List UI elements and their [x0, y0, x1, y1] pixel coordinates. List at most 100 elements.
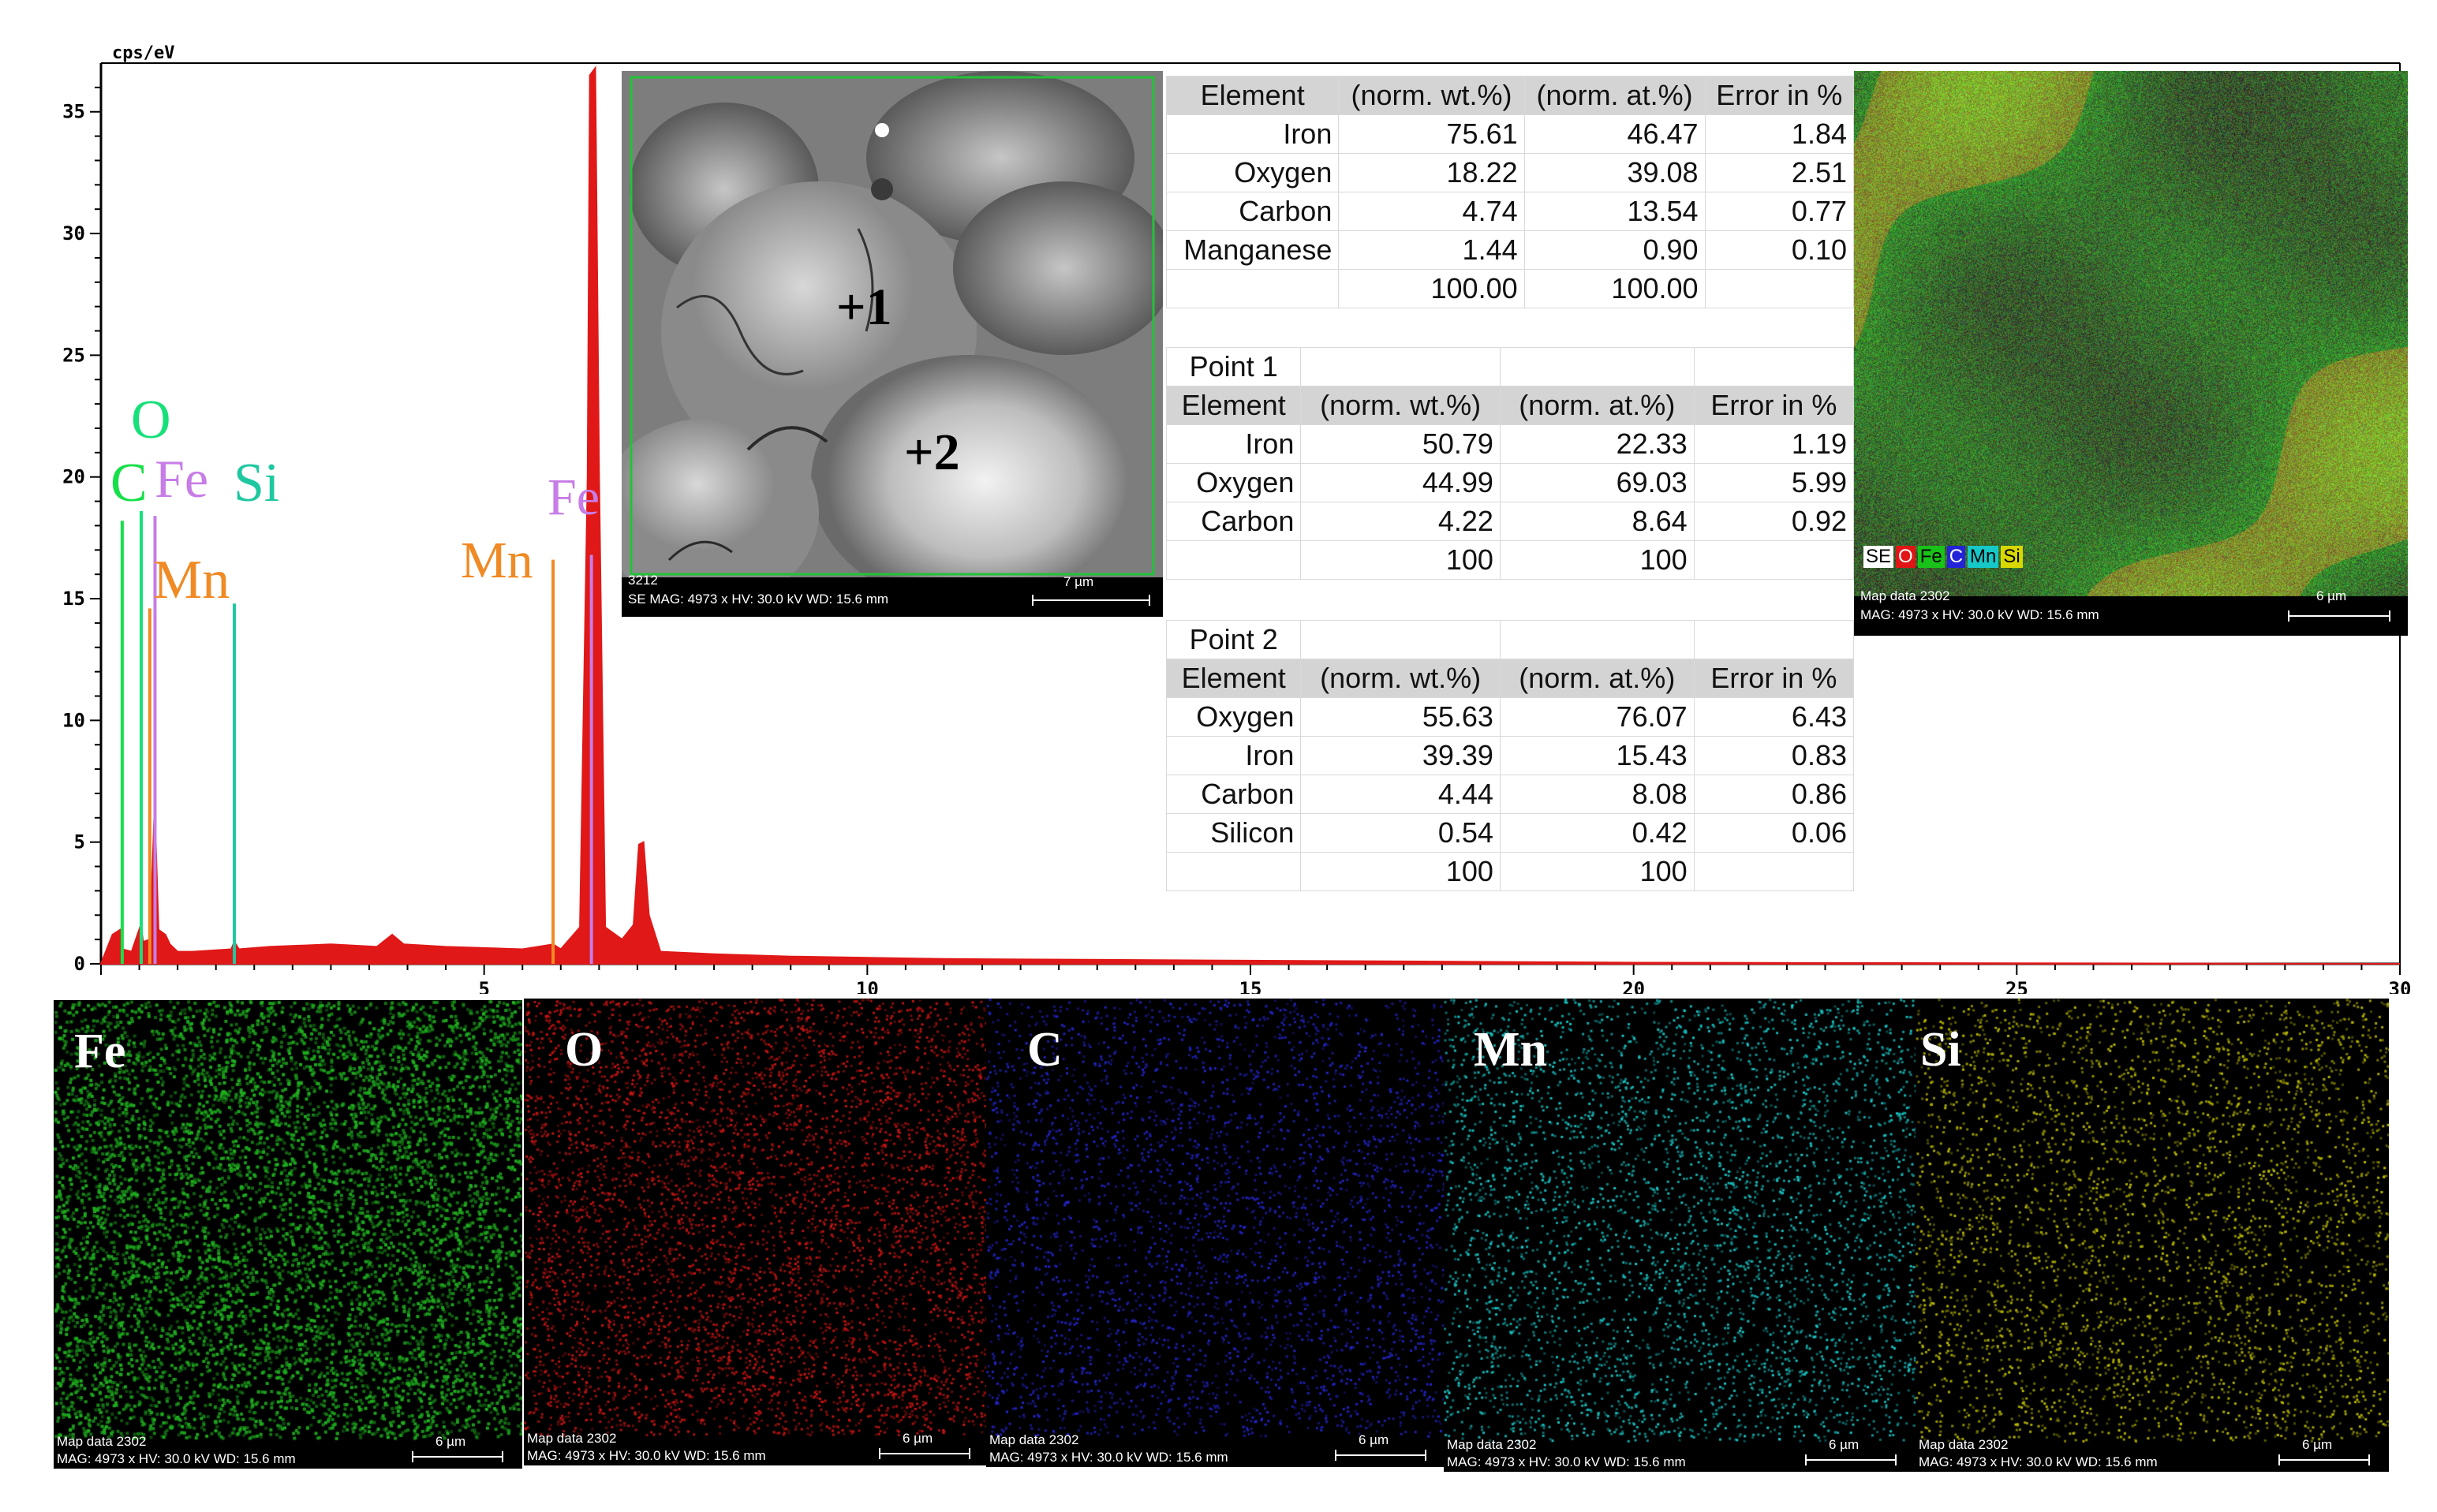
composite-caption-1: Map data 2302	[1860, 588, 1950, 603]
element-map-caption-1: Map data 2302	[527, 1431, 617, 1446]
table-header-cell: Element	[1165, 659, 1302, 698]
sem-scale-label: 7 µm	[1063, 574, 1094, 589]
table-cell: 0.90	[1523, 230, 1706, 270]
table-row: Oxygen 18.22 39.08 2.51	[1165, 153, 1855, 192]
table-cell: 100.00	[1338, 269, 1525, 308]
composite-map-legend: SE O Fe C Mn Si	[1863, 546, 2025, 568]
element-map-caption-2: MAG: 4973 x HV: 30.0 kV WD: 15.6 mm	[527, 1448, 766, 1463]
table-empty-cell	[1693, 620, 1855, 659]
table-cell	[1165, 852, 1302, 891]
table-cell: 8.08	[1499, 775, 1695, 814]
table-cell: 100	[1499, 540, 1695, 580]
peak-label-o: O	[131, 390, 171, 450]
composite-map-image	[1854, 71, 2408, 636]
table-cell: 55.63	[1300, 697, 1501, 737]
element-map-si: Si Map data 2302 MAG: 4973 x HV: 30.0 kV W…	[1916, 999, 2389, 1472]
x-tick-label: 5	[478, 978, 489, 994]
table-cell: 100.00	[1523, 269, 1706, 308]
point-2-marker: +2	[904, 424, 960, 481]
table-cell	[1165, 540, 1302, 580]
table-cell: Manganese	[1165, 230, 1340, 270]
y-tick-label: 10	[62, 709, 85, 731]
element-map-caption-2: MAG: 4973 x HV: 30.0 kV WD: 15.6 mm	[989, 1450, 1228, 1465]
y-tick-label: 15	[62, 588, 85, 610]
table-cell: 4.74	[1338, 192, 1525, 231]
table-empty-cell	[1499, 620, 1695, 659]
legend-chip-c: C	[1946, 546, 1966, 568]
legend-chip-mn: Mn	[1968, 546, 1999, 568]
peak-label-c: C	[110, 453, 148, 513]
sem-texture	[622, 71, 1163, 617]
sem-id-label: 3212	[628, 573, 658, 588]
table-cell: 4.22	[1300, 502, 1501, 541]
table-header-row: Element (norm. wt.%) (norm. at.%) Error in …	[1165, 659, 1855, 698]
table-cell: 100	[1300, 540, 1501, 580]
table-header-cell: (norm. wt.%)	[1338, 76, 1525, 115]
table-cell: 22.33	[1499, 424, 1695, 464]
table-header-row: Element (norm. wt.%) (norm. at.%) Error in …	[1165, 386, 1855, 425]
table-row: Carbon 4.74 13.54 0.77	[1165, 192, 1855, 231]
element-map-scale-bar	[879, 1448, 970, 1459]
table-cell: 5.99	[1693, 463, 1855, 502]
table-header-cell: Error in %	[1704, 76, 1855, 115]
table-row: Oxygen 55.63 76.07 6.43	[1165, 697, 1855, 737]
element-map-caption-1: Map data 2302	[57, 1434, 147, 1449]
table-cell: Silicon	[1165, 813, 1302, 853]
element-map-label: C	[1027, 1023, 1063, 1077]
element-map-caption-1: Map data 2302	[989, 1432, 1079, 1447]
table-cell: 1.19	[1693, 424, 1855, 464]
table-cell: Carbon	[1165, 502, 1302, 541]
element-map-image	[54, 1000, 522, 1469]
y-tick-label: 25	[62, 344, 85, 366]
y-axis-unit: cps/eV	[112, 43, 174, 63]
table-cell: 0.83	[1693, 736, 1855, 775]
table-cell: Iron	[1165, 736, 1302, 775]
table-title-row: Point 2	[1165, 620, 1855, 659]
table-cell: 15.43	[1499, 736, 1695, 775]
element-map-label: Fe	[74, 1025, 126, 1078]
element-map-label: Mn	[1474, 1023, 1547, 1077]
point-1-composition-table: Point 1 Element (norm. wt.%) (norm. at.%) Er…	[1165, 347, 1855, 580]
element-map-fe: Fe Map data 2302 MAG: 4973 x HV: 30.0 kV W…	[54, 1000, 522, 1469]
composite-map: SE O Fe C Mn Si Map data 2302 MAG: 4973 x HV:…	[1854, 71, 2408, 636]
table-cell: Iron	[1165, 114, 1340, 154]
table-empty-cell	[1300, 620, 1501, 659]
x-tick-label: 10	[856, 978, 879, 994]
table-row: Oxygen 44.99 69.03 5.99	[1165, 463, 1855, 502]
spectrum-fill	[99, 65, 2401, 965]
y-tick-label: 0	[74, 953, 85, 975]
table-cell: 75.61	[1338, 114, 1525, 154]
element-map-caption-1: Map data 2302	[1919, 1437, 2009, 1452]
element-map-image	[1916, 999, 2389, 1472]
table-header-cell: (norm. wt.%)	[1300, 386, 1501, 425]
composite-scale-label: 6 µm	[2316, 588, 2347, 603]
x-tick-label: 15	[1239, 978, 1262, 994]
table-cell: Oxygen	[1165, 697, 1302, 737]
table-cell: 13.54	[1523, 192, 1706, 231]
table-cell	[1693, 540, 1855, 580]
element-map-scale-label: 6 µm	[1359, 1432, 1389, 1447]
table-empty-cell	[1300, 347, 1501, 386]
table-cell: 1.84	[1704, 114, 1855, 154]
element-map-o: O Map data 2302 MAG: 4973 x HV: 30.0 kV WD…	[524, 999, 989, 1465]
element-map-label: O	[565, 1023, 604, 1077]
legend-chip-si: Si	[2001, 546, 2023, 568]
element-map-image	[1444, 999, 1916, 1472]
overall-composition-table: Element (norm. wt.%) (norm. at.%) Error in …	[1165, 76, 1855, 308]
table-row: Carbon 4.22 8.64 0.92	[1165, 502, 1855, 541]
table-cell: Carbon	[1165, 775, 1302, 814]
table-cell: 39.08	[1523, 153, 1706, 192]
element-map-scale-label: 6 µm	[1829, 1437, 1860, 1452]
table-header-cell: Element	[1165, 386, 1302, 425]
table-cell: 0.10	[1704, 230, 1855, 270]
composite-scale-bar	[2288, 610, 2390, 622]
table-row: 100.00 100.00	[1165, 269, 1855, 308]
element-map-image	[524, 999, 989, 1465]
table-row: Manganese 1.44 0.90 0.10	[1165, 230, 1855, 270]
table-header-cell: Element	[1165, 76, 1340, 115]
table-cell	[1165, 269, 1340, 308]
table-row: 100 100	[1165, 540, 1855, 580]
